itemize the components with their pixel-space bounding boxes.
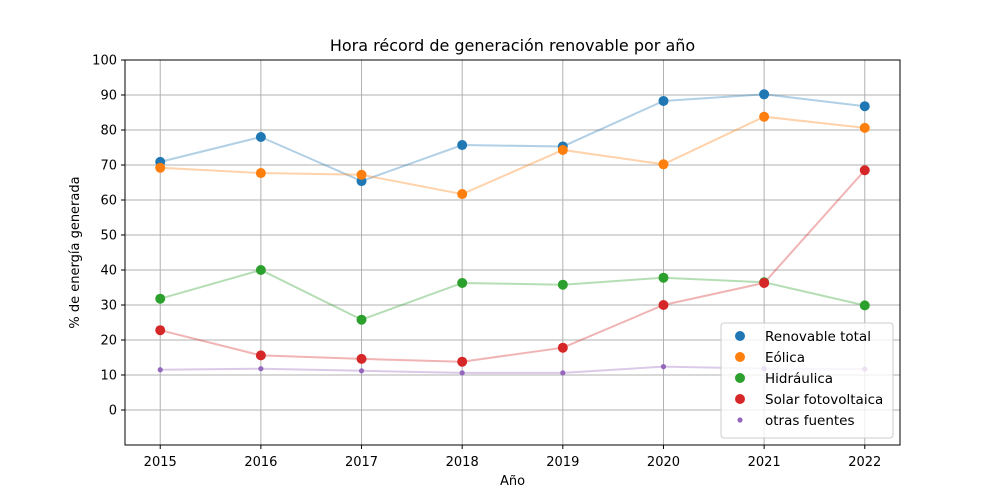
legend-marker [735,352,745,362]
axis-ticks: 2015 2016 2017 2018 2019 2020 2021 2022 0 10 20 30 4… [92,54,881,471]
data-point [457,189,468,200]
legend-marker [735,373,745,383]
data-point [560,370,566,376]
data-point [457,277,468,288]
x-tick-label: 2015 [144,455,177,470]
y-tick-label: 30 [100,299,117,314]
data-point [658,272,669,283]
x-tick-label: 2019 [546,455,579,470]
legend-label: Hidráulica [765,371,833,387]
y-tick-label: 0 [109,404,117,419]
data-point [859,101,870,112]
data-point [155,293,166,304]
data-point [258,366,264,372]
x-tick-label: 2017 [345,455,378,470]
series-points [155,89,870,376]
data-point [255,132,266,142]
data-point [859,122,870,133]
x-axis-title: Año [500,474,525,489]
plot-frame [124,59,901,446]
x-tick-label: 2021 [748,455,781,470]
x-tick-label: 2022 [848,455,881,470]
y-tick-label: 100 [92,54,117,69]
data-point [356,314,367,325]
data-point [759,89,770,100]
legend-label: Eólica [765,350,805,366]
legend-label: Solar fotovoltaica [765,392,883,408]
legend-marker [737,417,743,423]
legend: Renovable total Eólica Hidráulica Solar fot… [720,322,894,439]
legend-marker [735,394,745,404]
data-point [457,140,468,151]
y-tick-label: 20 [100,334,117,349]
data-point [859,165,870,176]
data-point [557,342,568,353]
x-tick-label: 2018 [446,455,479,470]
data-point [557,144,568,155]
y-tick-label: 80 [100,124,117,139]
data-point [157,367,163,373]
x-tick-label: 2016 [244,455,277,470]
series-line [159,169,866,363]
data-point [859,300,870,311]
data-point [759,111,770,122]
data-point [155,325,166,336]
data-point [457,356,468,367]
y-tick-label: 50 [100,229,117,244]
data-point [658,300,669,310]
legend-marker [735,331,745,341]
series-line [160,115,865,196]
y-tick-label: 70 [100,159,117,174]
data-point [356,353,367,364]
y-tick-label: 40 [100,264,117,279]
y-axis-title: % de energía generada [68,176,83,328]
data-point [356,169,367,180]
data-point [658,95,669,106]
y-tick-label: 10 [100,369,117,384]
y-tick-label: 90 [100,89,117,104]
data-point [459,370,465,376]
data-point [557,279,568,290]
data-point [759,277,770,288]
legend-label: Renovable total [765,329,871,345]
data-point [255,168,266,179]
y-tick-label: 60 [100,194,117,209]
data-point [658,159,669,170]
legend-label: otras fuentes [765,413,855,429]
x-tick-label: 2020 [647,455,680,470]
chart-title: Hora récord de generación renovable por … [330,36,695,55]
series-line [159,93,865,183]
data-point [155,162,166,173]
data-point [255,350,266,361]
legend-box [720,322,894,439]
series-line [159,268,865,321]
data-point [358,368,365,374]
data-point [660,364,667,370]
data-point [255,265,266,275]
